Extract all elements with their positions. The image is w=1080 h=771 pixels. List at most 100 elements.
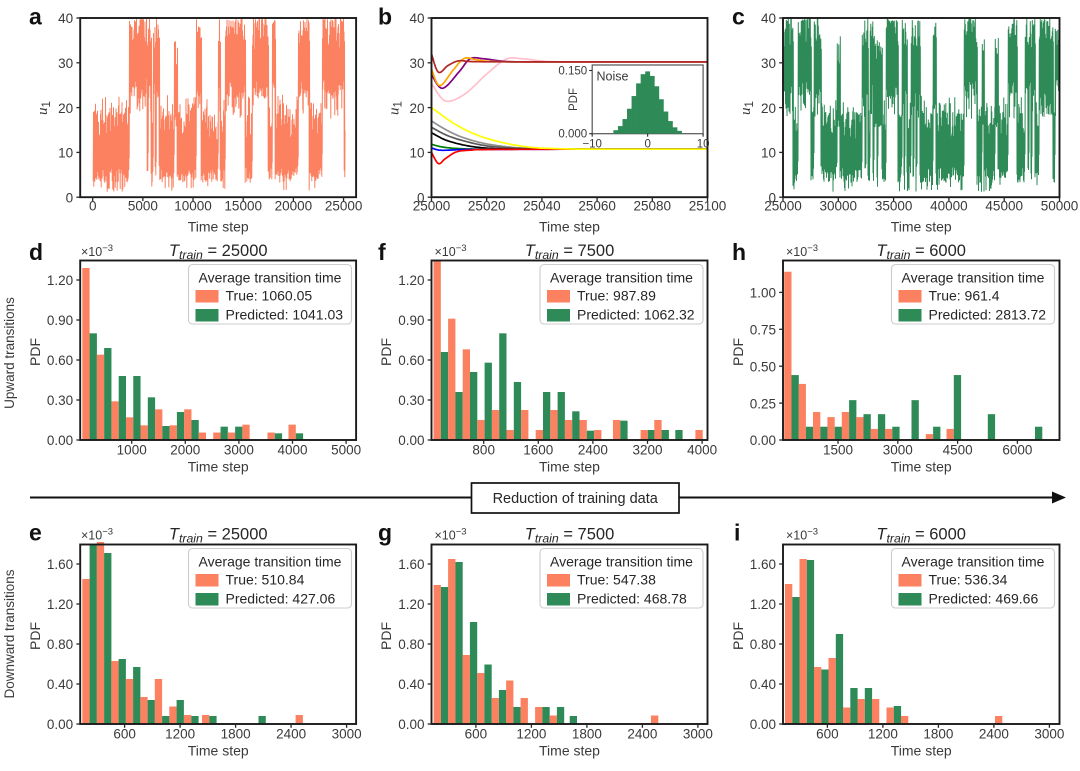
svg-text:0.150: 0.150 bbox=[558, 66, 587, 78]
svg-text:3200: 3200 bbox=[632, 443, 662, 458]
svg-text:25020: 25020 bbox=[468, 199, 506, 214]
svg-text:3000: 3000 bbox=[332, 727, 362, 742]
svg-text:Average transition time: Average transition time bbox=[902, 270, 1045, 286]
svg-text:40: 40 bbox=[409, 11, 424, 26]
svg-text:Predicted: 468.78: Predicted: 468.78 bbox=[577, 591, 687, 607]
svg-text:50000: 50000 bbox=[1041, 199, 1079, 214]
svg-text:PDF: PDF bbox=[27, 622, 43, 650]
svg-text:True: 510.84: True: 510.84 bbox=[226, 572, 305, 588]
svg-text:b: b bbox=[378, 4, 392, 30]
svg-text:25100: 25100 bbox=[689, 199, 727, 214]
svg-text:−10: −10 bbox=[582, 139, 602, 151]
svg-text:Time step: Time step bbox=[188, 219, 249, 235]
svg-text:PDF: PDF bbox=[27, 338, 43, 366]
svg-text:25000: 25000 bbox=[764, 199, 802, 214]
svg-text:Ttrain = 7500: Ttrain = 7500 bbox=[525, 242, 615, 262]
svg-text:1800: 1800 bbox=[221, 727, 251, 742]
svg-text:0.00: 0.00 bbox=[398, 717, 424, 732]
svg-text:3000: 3000 bbox=[224, 443, 254, 458]
svg-text:0.80: 0.80 bbox=[750, 637, 776, 652]
svg-text:Average transition time: Average transition time bbox=[550, 554, 693, 570]
svg-text:Time step: Time step bbox=[539, 459, 600, 475]
svg-text:1.60: 1.60 bbox=[750, 557, 776, 572]
svg-text:Average transition time: Average transition time bbox=[550, 270, 693, 286]
svg-text:d: d bbox=[29, 239, 43, 265]
svg-text:30: 30 bbox=[761, 56, 776, 71]
svg-text:0: 0 bbox=[768, 190, 776, 205]
svg-text:1800: 1800 bbox=[572, 727, 602, 742]
svg-text:Upward transitions: Upward transitions bbox=[2, 297, 17, 409]
svg-text:0: 0 bbox=[644, 139, 650, 151]
svg-text:Ttrain = 7500: Ttrain = 7500 bbox=[525, 526, 615, 546]
svg-text:0.40: 0.40 bbox=[750, 677, 776, 692]
svg-text:0.75: 0.75 bbox=[750, 323, 776, 338]
svg-text:Time step: Time step bbox=[891, 743, 952, 759]
svg-text:3000: 3000 bbox=[683, 727, 713, 742]
svg-text:Time step: Time step bbox=[891, 459, 952, 475]
svg-text:1200: 1200 bbox=[165, 727, 195, 742]
svg-text:800: 800 bbox=[472, 443, 495, 458]
svg-text:1.20: 1.20 bbox=[750, 597, 776, 612]
svg-text:Time step: Time step bbox=[539, 219, 600, 235]
svg-text:f: f bbox=[378, 239, 386, 265]
svg-text:1.20: 1.20 bbox=[398, 597, 424, 612]
svg-text:25060: 25060 bbox=[578, 199, 616, 214]
svg-text:e: e bbox=[29, 520, 42, 546]
svg-text:Downward transitions: Downward transitions bbox=[2, 569, 17, 698]
svg-text:PDF: PDF bbox=[378, 338, 394, 366]
svg-text:Predicted: 427.06: Predicted: 427.06 bbox=[226, 591, 336, 607]
svg-text:40000: 40000 bbox=[930, 199, 968, 214]
svg-text:2400: 2400 bbox=[627, 727, 657, 742]
svg-text:Ttrain = 25000: Ttrain = 25000 bbox=[169, 526, 268, 546]
svg-text:0.00: 0.00 bbox=[750, 717, 776, 732]
svg-text:1600: 1600 bbox=[523, 443, 553, 458]
svg-text:1.20: 1.20 bbox=[47, 273, 73, 288]
svg-text:4500: 4500 bbox=[943, 443, 973, 458]
svg-text:True: 961.4: True: 961.4 bbox=[929, 288, 1000, 304]
svg-text:600: 600 bbox=[113, 727, 136, 742]
svg-text:0.40: 0.40 bbox=[47, 677, 73, 692]
svg-text:10000: 10000 bbox=[174, 199, 212, 214]
svg-text:Average transition time: Average transition time bbox=[199, 554, 342, 570]
svg-text:0.60: 0.60 bbox=[47, 353, 73, 368]
svg-text:20: 20 bbox=[409, 101, 424, 116]
svg-text:1.00: 1.00 bbox=[750, 286, 776, 301]
svg-text:3000: 3000 bbox=[1034, 727, 1064, 742]
svg-text:30: 30 bbox=[58, 56, 73, 71]
svg-text:20: 20 bbox=[58, 101, 73, 116]
svg-text:Reduction of training data: Reduction of training data bbox=[493, 491, 659, 507]
svg-text:1800: 1800 bbox=[923, 727, 953, 742]
svg-text:Average transition time: Average transition time bbox=[199, 270, 342, 286]
svg-text:0.90: 0.90 bbox=[398, 313, 424, 328]
svg-text:PDF: PDF bbox=[378, 622, 394, 650]
svg-text:1.20: 1.20 bbox=[398, 273, 424, 288]
svg-text:0.30: 0.30 bbox=[47, 393, 73, 408]
svg-text:0: 0 bbox=[417, 190, 425, 205]
svg-text:0.80: 0.80 bbox=[47, 637, 73, 652]
svg-text:Noise: Noise bbox=[597, 70, 629, 84]
svg-text:25080: 25080 bbox=[634, 199, 672, 214]
svg-text:True: 547.38: True: 547.38 bbox=[577, 572, 656, 588]
svg-text:PDF: PDF bbox=[730, 338, 746, 366]
svg-text:10: 10 bbox=[761, 146, 776, 161]
svg-text:True: 987.89: True: 987.89 bbox=[577, 288, 656, 304]
svg-text:PDF: PDF bbox=[568, 88, 580, 111]
svg-text:20000: 20000 bbox=[275, 199, 313, 214]
svg-text:5000: 5000 bbox=[128, 199, 158, 214]
svg-text:2000: 2000 bbox=[170, 443, 200, 458]
svg-text:35000: 35000 bbox=[875, 199, 913, 214]
svg-text:0.00: 0.00 bbox=[47, 433, 73, 448]
svg-text:2400: 2400 bbox=[276, 727, 306, 742]
svg-text:Time step: Time step bbox=[891, 219, 952, 235]
svg-text:20: 20 bbox=[761, 101, 776, 116]
svg-text:0: 0 bbox=[66, 190, 74, 205]
svg-text:3000: 3000 bbox=[883, 443, 913, 458]
svg-text:Ttrain = 6000: Ttrain = 6000 bbox=[876, 526, 966, 546]
svg-text:45000: 45000 bbox=[985, 199, 1023, 214]
svg-text:25000: 25000 bbox=[325, 199, 363, 214]
svg-text:1.60: 1.60 bbox=[398, 557, 424, 572]
svg-text:a: a bbox=[29, 4, 42, 30]
svg-text:25040: 25040 bbox=[523, 199, 561, 214]
svg-text:40: 40 bbox=[58, 11, 73, 26]
svg-text:0.80: 0.80 bbox=[398, 637, 424, 652]
